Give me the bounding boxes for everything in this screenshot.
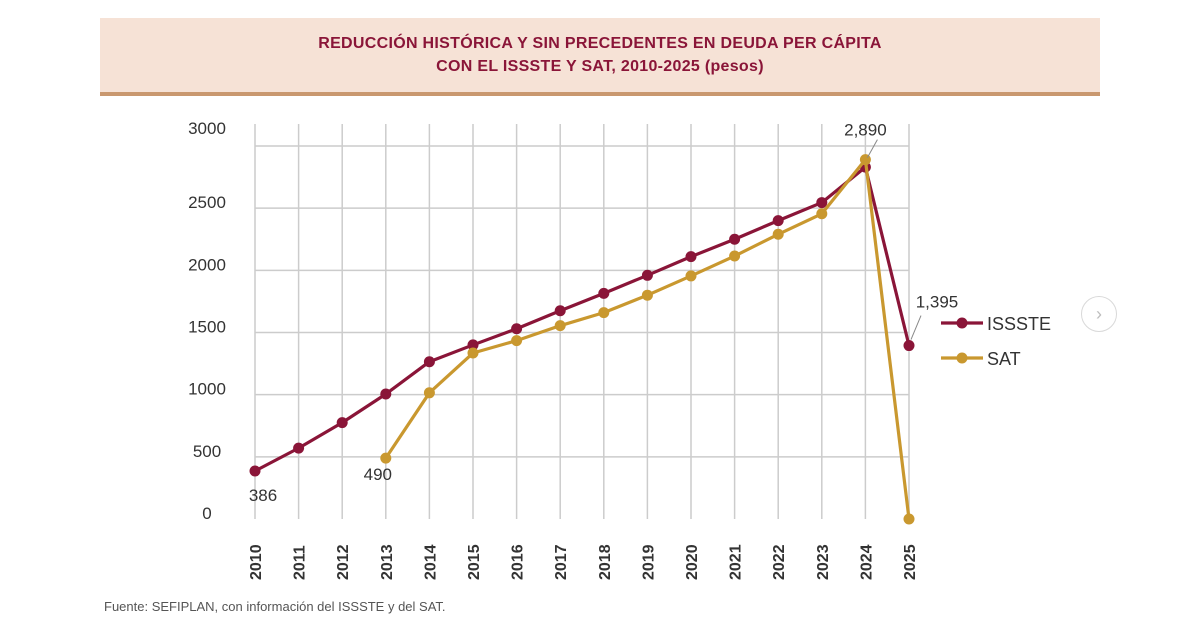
- x-tick-label: 2016: [510, 544, 527, 580]
- y-tick-label: 2500: [188, 193, 226, 212]
- y-tick-label: 500: [193, 442, 221, 461]
- x-tick-label: 2017: [553, 544, 570, 580]
- chevron-right-icon: ›: [1096, 303, 1102, 324]
- data-point-sat: [467, 347, 479, 359]
- chart-title-line-1: REDUCCIÓN HISTÓRICA Y SIN PRECEDENTES EN…: [318, 35, 882, 52]
- y-tick-label: 3000: [188, 119, 226, 138]
- data-point-issste: [554, 305, 566, 317]
- y-tick-label: 0: [202, 504, 211, 523]
- data-point-sat: [511, 335, 523, 347]
- data-point-sat: [554, 320, 566, 332]
- data-label: 2,890: [844, 121, 887, 140]
- data-point-issste: [249, 465, 261, 477]
- data-point-issste: [467, 339, 479, 351]
- data-point-sat: [685, 270, 697, 282]
- x-tick-label: 2015: [466, 544, 483, 580]
- data-point-sat: [816, 208, 828, 220]
- data-point-issste: [816, 197, 828, 209]
- data-point-sat: [380, 452, 392, 464]
- x-tick-label: 2012: [335, 544, 352, 580]
- x-tick-label: 2013: [379, 544, 396, 580]
- series-line-issste: [254, 165, 911, 473]
- data-point-issste: [641, 269, 653, 281]
- x-tick-label: 2024: [858, 544, 875, 580]
- annotation-leader: [910, 315, 922, 340]
- data-point-sat: [423, 387, 435, 399]
- data-label: 1,395: [916, 293, 959, 312]
- y-tick-label: 1000: [188, 380, 226, 399]
- annotation-leader: [866, 139, 878, 158]
- data-label: 490: [364, 465, 392, 484]
- x-tick-label: 2020: [684, 544, 701, 580]
- data-point-sat: [641, 289, 653, 301]
- x-tick-label: 2018: [597, 544, 614, 580]
- legend-swatch-marker: [956, 317, 968, 329]
- x-tick-label: 2014: [422, 544, 439, 580]
- x-tick-label: 2019: [640, 544, 657, 580]
- chart-title-banner: REDUCCIÓN HISTÓRICA Y SIN PRECEDENTES EN…: [100, 18, 1100, 96]
- data-point-sat: [903, 513, 915, 525]
- legend-swatch-marker: [956, 352, 968, 364]
- x-tick-label: 2021: [728, 544, 745, 580]
- x-tick-label: 2011: [292, 545, 309, 580]
- data-point-issste: [293, 442, 305, 454]
- data-point-issste: [336, 417, 348, 429]
- x-tick-label: 2023: [815, 544, 832, 580]
- legend-label-issste: ISSSTE: [987, 314, 1051, 334]
- data-label: 386: [249, 486, 277, 505]
- data-point-sat: [729, 250, 741, 262]
- x-tick-label: 2025: [902, 544, 919, 580]
- data-point-issste: [380, 388, 392, 400]
- y-tick-label: 2000: [188, 255, 226, 274]
- next-slide-button[interactable]: ›: [1081, 296, 1117, 332]
- data-point-issste: [772, 215, 784, 227]
- y-tick-label: 1500: [188, 318, 226, 337]
- data-point-sat: [598, 307, 610, 319]
- x-tick-label: 2010: [248, 544, 265, 580]
- chart-title-line-2: CON EL ISSSTE Y SAT, 2010-2025 (pesos): [436, 58, 764, 75]
- data-point-sat: [772, 228, 784, 240]
- data-point-issste: [423, 356, 435, 368]
- data-point-issste: [903, 340, 915, 352]
- data-point-issste: [729, 233, 741, 245]
- data-point-issste: [685, 251, 697, 263]
- legend-label-sat: SAT: [987, 349, 1021, 369]
- source-note: Fuente: SEFIPLAN, con información del IS…: [104, 599, 446, 614]
- data-point-issste: [511, 323, 523, 335]
- data-point-sat: [859, 154, 871, 166]
- x-tick-label: 2022: [771, 544, 788, 580]
- data-point-issste: [598, 287, 610, 299]
